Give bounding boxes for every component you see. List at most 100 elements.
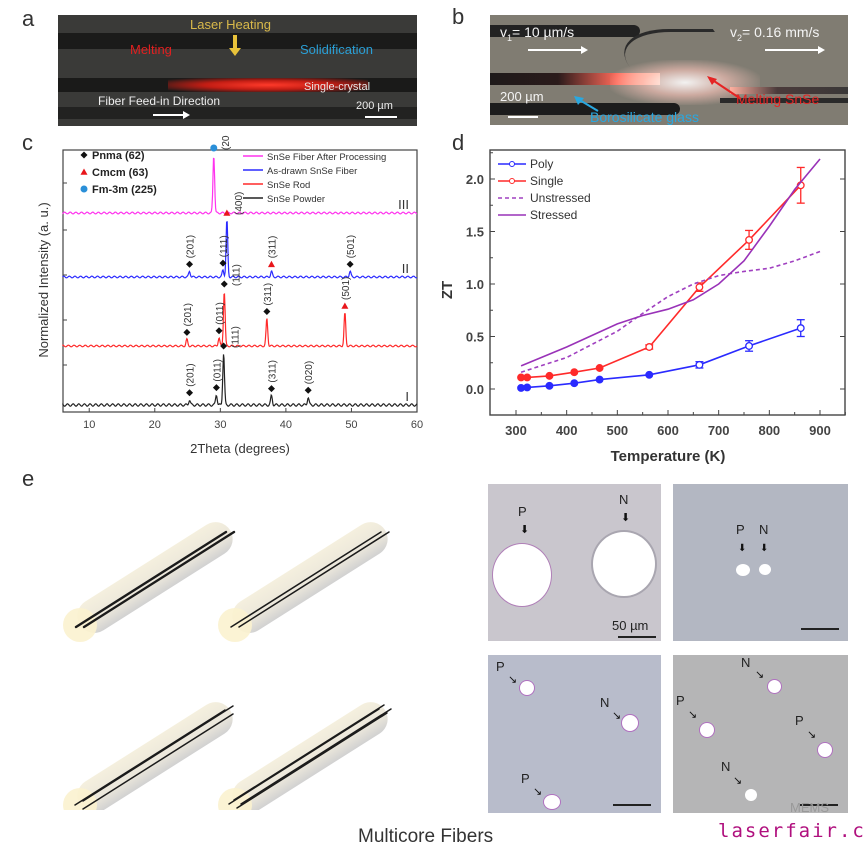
- scale-bar: [613, 804, 651, 806]
- hkl-label: (201): [183, 303, 194, 326]
- laser-arrow-head-icon: [229, 48, 241, 56]
- feed-arrow-head-icon: [183, 111, 190, 119]
- data-point-single: [595, 364, 604, 372]
- v1-arrow-icon: [528, 49, 583, 51]
- v2-label: v2= 0.16 mm/s: [730, 24, 819, 43]
- panel-label-e: e: [22, 466, 35, 491]
- phase-marker: [212, 384, 220, 392]
- fiber-core-wire: [82, 713, 234, 810]
- glass-bottom-edge: [490, 103, 680, 115]
- feed-direction-label: Fiber Feed-in Direction: [98, 94, 221, 108]
- fiber-core-wire: [236, 712, 388, 809]
- panel-b-micrograph: v1= 10 µm/s v2= 0.16 mm/s 200 µm Melting…: [490, 15, 848, 125]
- x-tick-label: 400: [556, 423, 578, 438]
- laser-arrow-icon: [233, 35, 237, 49]
- legend-marker: [509, 178, 515, 184]
- hkl-label: (311): [268, 236, 279, 259]
- core-p: [544, 795, 560, 809]
- fiber-end-face: [63, 788, 97, 810]
- marker-label: N: [721, 759, 731, 774]
- single-crystal-label: Single-crystal: [304, 81, 371, 93]
- fiber-illustration: [218, 702, 392, 810]
- data-point-single: [570, 368, 579, 377]
- data-point-poly: [645, 370, 654, 379]
- data-point-single: [645, 343, 654, 351]
- x-tick-label: 300: [505, 423, 527, 438]
- arrow-down-icon: ⬇: [738, 543, 747, 554]
- trace-label: III: [398, 197, 409, 212]
- legend-label: SnSe Rod: [267, 180, 310, 191]
- x-tick-label: 10: [83, 419, 95, 431]
- trace-label: I: [405, 389, 409, 404]
- hkl-label: (111): [231, 264, 242, 286]
- marker-label: P: [795, 713, 804, 728]
- fiber-core-wire: [233, 704, 385, 801]
- x-axis-title: 2Theta (degrees): [190, 441, 290, 456]
- scale-bar: [801, 628, 839, 630]
- phase-marker: [183, 328, 191, 336]
- marker-label: P: [518, 504, 527, 519]
- multicore-caption: Multicore Fibers: [358, 826, 494, 847]
- panel-label-a: a: [22, 6, 35, 31]
- hkl-label: (011): [212, 359, 223, 382]
- marker-label: N: [619, 492, 629, 507]
- fiber-core-wire: [82, 705, 234, 802]
- legend-label: SnSe Fiber After Processing: [267, 152, 386, 163]
- v2-value: = 0.16 mm/s: [742, 24, 820, 40]
- fiber-illustration: [63, 702, 234, 810]
- hkl-label: (111): [231, 326, 242, 348]
- legend-label: Stressed: [530, 208, 577, 222]
- fiber-core-wire: [74, 709, 226, 806]
- feed-arrow-icon: [153, 114, 185, 116]
- x-axis-title: Temperature (K): [611, 448, 726, 465]
- v1-label: v1= 10 µm/s: [500, 24, 574, 43]
- scale-bar-label: 200 µm: [500, 89, 544, 104]
- x-tick-label: 60: [411, 419, 423, 431]
- micrograph-4: N ↘ P ↘ P ↘ N ↘: [673, 655, 848, 813]
- arrow-diag-icon: ↘: [807, 729, 817, 741]
- scale-bar: [365, 116, 397, 118]
- hkl-label: (111): [219, 235, 230, 257]
- fiber-band-top: [58, 33, 417, 49]
- hkl-label: (501): [341, 277, 352, 300]
- data-point-single: [523, 373, 532, 382]
- v2-sub: 2: [737, 32, 743, 43]
- fiber-core-wire: [240, 708, 392, 805]
- marker-label: P: [676, 693, 685, 708]
- v2-arrow-icon: [765, 49, 820, 51]
- hkl-label: (311): [268, 360, 279, 383]
- data-point-poly: [695, 360, 704, 369]
- micrograph-1: P ⬇ N ⬇ 50 µm: [488, 484, 661, 641]
- arrow-down-icon: ⬇: [621, 512, 631, 524]
- core-p: [700, 723, 714, 737]
- core-n: [745, 789, 757, 801]
- series-curve-stressed: [520, 158, 821, 367]
- v1-sub: 1: [507, 32, 513, 43]
- plot-frame: [489, 149, 846, 416]
- phase-marker: [346, 260, 354, 268]
- y-tick-label: 2.0: [466, 172, 484, 187]
- phase-marker: [263, 308, 271, 315]
- fiber-band-bottom: [58, 107, 417, 119]
- arrow-diag-icon: ↘: [533, 786, 543, 798]
- zt-chart: 300 400 500 600 700 800 900 0.0 0.5 1.0 1.5 2.0 Poly…: [439, 149, 846, 465]
- panel-label-d: d: [452, 130, 465, 155]
- core-n: [759, 564, 771, 575]
- hkl-label: (201): [186, 363, 197, 386]
- y-tick-label: 0.0: [466, 382, 484, 397]
- y-tick-label: 1.0: [466, 277, 484, 292]
- core-p: [520, 681, 534, 695]
- y-tick-label: 1.5: [466, 225, 484, 240]
- fiber-illustration: [218, 522, 390, 642]
- legend-label: Poly: [530, 157, 553, 171]
- micrograph-3: P ↘ N ↘ P ↘: [488, 655, 661, 813]
- data-point-poly: [523, 383, 532, 392]
- trace-label: II: [402, 261, 409, 276]
- hkl-label: (400): [234, 192, 245, 215]
- marker-label: P: [496, 659, 505, 674]
- panel-label-c: c: [22, 130, 33, 155]
- data-point-poly: [796, 324, 805, 333]
- watermark-overlay: MEMS: [790, 800, 829, 815]
- legend-marker: [80, 185, 88, 193]
- x-tick-label: 30: [214, 419, 226, 431]
